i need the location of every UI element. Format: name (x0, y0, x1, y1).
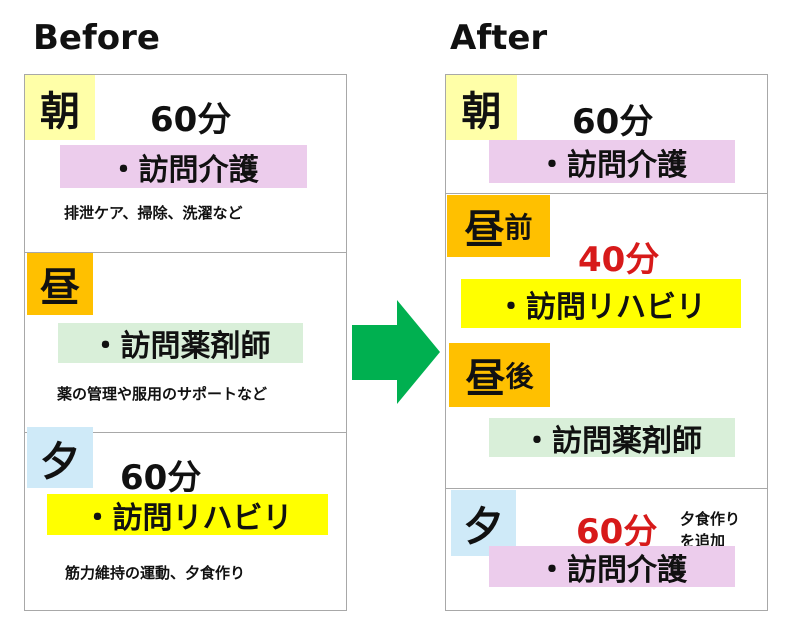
after-evening-label: 夕 (451, 490, 516, 556)
after-panel (445, 74, 768, 611)
noon-char: 昼 (464, 207, 505, 253)
after-evening-duration: 60分 (576, 512, 658, 552)
morning-service: ・訪問介護 (60, 145, 307, 188)
after-morning-service: ・訪問介護 (489, 140, 735, 183)
after-morning-duration: 60分 (572, 102, 654, 142)
after-morning-label: 朝 (446, 75, 517, 140)
before-title: Before (33, 18, 160, 58)
after-noon-after-service: ・訪問薬剤師 (489, 418, 735, 459)
divider (24, 432, 347, 433)
divider (24, 252, 347, 253)
after-noon-before-label: 昼前 (447, 195, 550, 257)
after-suffix: 後 (505, 360, 534, 393)
divider (445, 488, 768, 489)
morning-duration: 60分 (150, 100, 232, 140)
after-evening-note: 夕食作り を追加 (680, 508, 740, 552)
right-arrow-icon (352, 300, 440, 404)
note-line: を追加 (680, 532, 726, 550)
after-noon-before-service: ・訪問リハビリ (461, 279, 741, 328)
divider (445, 193, 768, 194)
evening-label: 夕 (27, 427, 93, 488)
evening-detail: 筋力維持の運動、夕食作り (65, 564, 246, 582)
morning-label: 朝 (25, 75, 95, 140)
after-evening-service: ・訪問介護 (489, 546, 735, 588)
after-noon-before-duration: 40分 (578, 240, 660, 280)
before-suffix: 前 (504, 211, 533, 244)
noon-detail: 薬の管理や服用のサポートなど (57, 385, 268, 403)
after-noon-after-label: 昼後 (449, 343, 550, 407)
before-panel (24, 74, 347, 611)
evening-duration: 60分 (120, 458, 202, 498)
noon-label: 昼 (27, 253, 93, 315)
after-title: After (450, 18, 548, 58)
noon-char: 昼 (465, 356, 506, 402)
note-line: 夕食作り (680, 510, 741, 528)
morning-detail: 排泄ケア、掃除、洗濯など (64, 204, 243, 222)
evening-service: ・訪問リハビリ (47, 494, 328, 536)
noon-service: ・訪問薬剤師 (58, 323, 303, 364)
